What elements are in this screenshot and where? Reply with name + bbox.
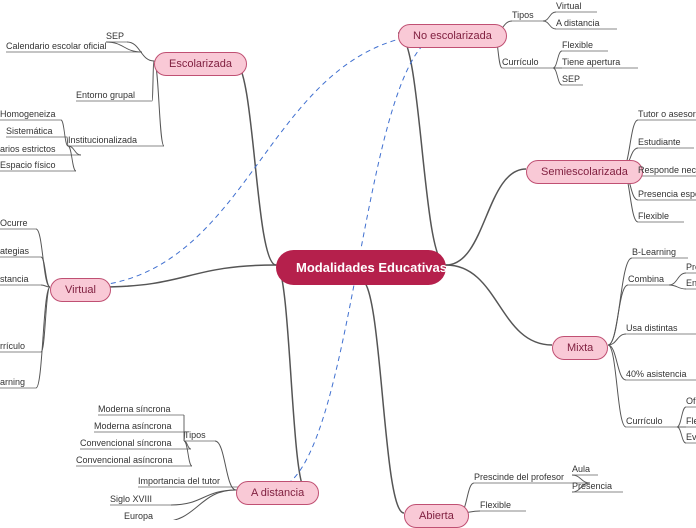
branch-a_distancia[interactable]: A distancia xyxy=(236,481,319,505)
leaf-ne_apertura: Tiene apertura xyxy=(562,57,620,67)
branch-escolarizada[interactable]: Escolarizada xyxy=(154,52,247,76)
leaf-se_tutor: Tutor o asesor xyxy=(638,109,696,119)
leaf-mx_fle: Fle… xyxy=(686,416,696,426)
leaf-sep: SEP xyxy=(106,31,124,41)
leaf-v_learning: arning xyxy=(0,377,25,387)
leaf-ab_flexible: Flexible xyxy=(480,500,511,510)
leaf-ne_curriculo: Currículo xyxy=(502,57,539,67)
leaf-ad_tutor: Importancia del tutor xyxy=(138,476,220,486)
leaf-mx_curriculo: Currículo xyxy=(626,416,663,426)
leaf-se_presencia: Presencia esporádic… xyxy=(638,189,696,199)
leaf-ad_conv_asinc: Convencional asíncrona xyxy=(76,455,173,465)
leaf-se_estudiante: Estudiante xyxy=(638,137,681,147)
leaf-ad_tipos: Tipos xyxy=(184,430,206,440)
leaf-ne_virtual: Virtual xyxy=(556,1,581,11)
root-node[interactable]: Modalidades Educativas xyxy=(276,250,446,285)
leaf-se_responde: Responde necesida… xyxy=(638,165,696,175)
leaf-espacio_fisico: Espacio físico xyxy=(0,160,56,170)
leaf-homogeneiza: Homogeneiza xyxy=(0,109,56,119)
branch-no_escolarizada[interactable]: No escolarizada xyxy=(398,24,507,48)
leaf-ad_mod_asinc: Moderna asíncrona xyxy=(94,421,172,431)
leaf-mx_combina: Combina xyxy=(628,274,664,284)
leaf-se_flexible: Flexible xyxy=(638,211,669,221)
leaf-horarios: arios estrictos xyxy=(0,144,56,154)
leaf-ad_conv_sinc: Convencional síncrona xyxy=(80,438,172,448)
leaf-ne_sep: SEP xyxy=(562,74,580,84)
leaf-mx_blearning: B-Learning xyxy=(632,247,676,257)
leaf-ab_prescinde: Prescinde del profesor xyxy=(474,472,564,482)
leaf-mx_pres: Pre… xyxy=(686,262,696,272)
leaf-v_ocurre: Ocurre xyxy=(0,218,28,228)
leaf-v_estrategias: ategias xyxy=(0,246,29,256)
leaf-mx_40: 40% asistencia xyxy=(626,369,687,379)
leaf-cal_escolar: Calendario escolar oficial xyxy=(6,41,107,51)
branch-mixta[interactable]: Mixta xyxy=(552,336,608,360)
leaf-ne_tipos: Tipos xyxy=(512,10,534,20)
branch-virtual[interactable]: Virtual xyxy=(50,278,111,302)
leaf-mx_usa: Usa distintas xyxy=(626,323,678,333)
leaf-sistematica: Sistemática xyxy=(6,126,53,136)
branch-abierta[interactable]: Abierta xyxy=(404,504,469,528)
leaf-ab_presencia: Presencia xyxy=(572,481,612,491)
leaf-mx_enp: En p… xyxy=(686,278,696,288)
leaf-v_distancia: stancia xyxy=(0,274,29,284)
leaf-ad_siglo: Siglo XVIII xyxy=(110,494,152,504)
leaf-mx_eva: Eva… xyxy=(686,432,696,442)
leaf-ab_aula: Aula xyxy=(572,464,590,474)
leaf-ne_flexible: Flexible xyxy=(562,40,593,50)
branch-semiescolarizada[interactable]: Semiescolarizada xyxy=(526,160,643,184)
leaf-entorno_grupal: Entorno grupal xyxy=(76,90,135,100)
leaf-ad_mod_sinc: Moderna síncrona xyxy=(98,404,171,414)
leaf-institucional: Institucionalizada xyxy=(68,135,137,145)
leaf-mx_ofi: Ofi… xyxy=(686,396,696,406)
leaf-ne_adistancia: A distancia xyxy=(556,18,600,28)
leaf-v_curriculo: rrículo xyxy=(0,341,25,351)
